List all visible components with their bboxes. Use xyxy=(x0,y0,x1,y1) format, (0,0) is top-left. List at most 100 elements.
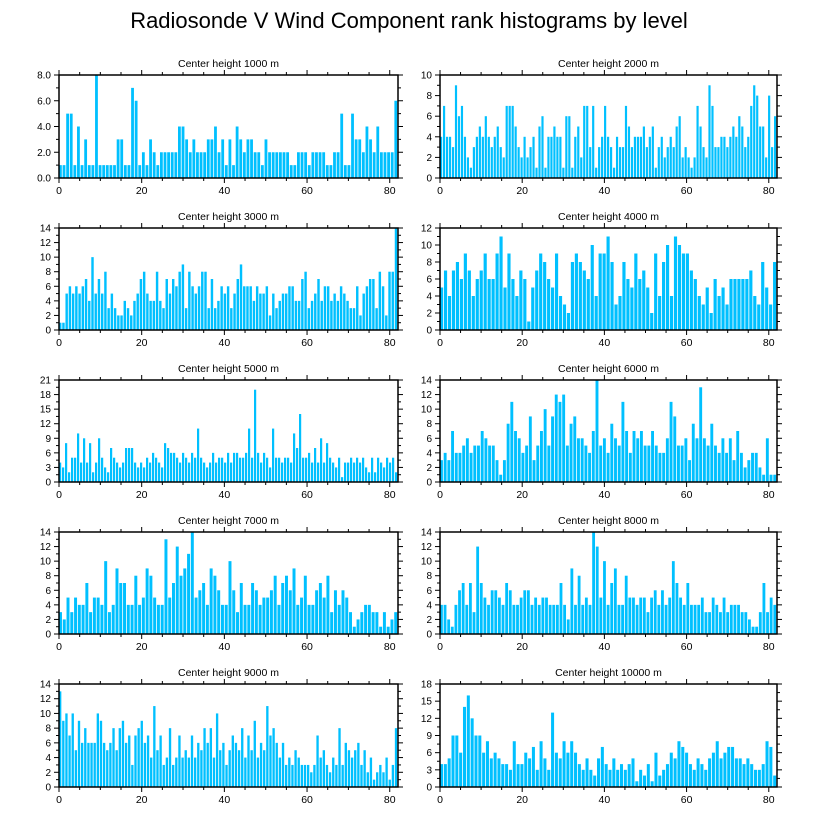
histogram-bar xyxy=(96,713,100,787)
histogram-bar xyxy=(650,597,653,634)
histogram-bar xyxy=(155,271,159,330)
histogram-bar xyxy=(140,462,143,482)
histogram-bar xyxy=(584,597,588,634)
histogram-bar xyxy=(447,619,451,634)
histogram-bar xyxy=(149,139,152,179)
histogram-bar xyxy=(232,590,236,634)
x-tick-label: 40 xyxy=(599,185,611,197)
histogram-bar xyxy=(266,457,269,482)
histogram-bar xyxy=(686,583,690,634)
x-tick-label: 80 xyxy=(384,641,396,653)
histogram-bar xyxy=(362,457,365,482)
histogram-bar xyxy=(233,452,236,482)
histogram-bar xyxy=(701,304,705,330)
histogram-bar xyxy=(669,136,672,178)
histogram-panel: Center height 2000 m 0 20 40 60 80 0 2 4 6 8 10 xyxy=(421,58,782,197)
histogram-bar xyxy=(209,568,213,634)
y-tick-label: 0 xyxy=(45,630,51,641)
histogram-bar xyxy=(382,612,386,634)
histogram-bar xyxy=(624,105,628,178)
histogram-bar xyxy=(107,612,111,634)
histogram-bar xyxy=(284,457,287,482)
histogram-bar xyxy=(242,152,246,178)
histogram-bar xyxy=(139,279,143,330)
histogram-bar xyxy=(598,253,602,330)
histogram-bar xyxy=(105,165,109,179)
histogram-bar xyxy=(602,438,606,482)
histogram-bar xyxy=(104,271,107,330)
histogram-bar xyxy=(647,445,651,482)
histogram-bar xyxy=(296,448,299,482)
histogram-bar xyxy=(771,147,774,178)
histogram-bar xyxy=(250,139,253,179)
histogram-bar xyxy=(350,457,353,482)
histogram-bar xyxy=(603,561,606,634)
histogram-bar xyxy=(554,253,559,330)
histogram-bar xyxy=(616,769,620,787)
histogram-bar xyxy=(102,742,106,787)
histogram-bar xyxy=(628,452,632,482)
histogram-bar xyxy=(190,735,194,787)
histogram-bar xyxy=(304,271,307,330)
histogram-bar xyxy=(338,728,341,787)
x-tick-label: 80 xyxy=(763,337,775,349)
histogram-bar xyxy=(95,462,98,482)
histogram-bar xyxy=(271,152,275,178)
x-tick-label: 0 xyxy=(56,641,62,653)
histogram-bar xyxy=(162,308,165,330)
x-tick-label: 40 xyxy=(219,641,231,653)
histogram-bar xyxy=(465,438,469,482)
histogram-bar xyxy=(630,147,634,178)
histogram-bar xyxy=(341,764,344,787)
histogram-bar xyxy=(499,147,502,178)
histogram-bar xyxy=(380,462,383,482)
histogram-bar xyxy=(383,152,387,178)
histogram-bar xyxy=(523,590,527,634)
histogram-bar xyxy=(308,452,311,482)
histogram-bar xyxy=(621,604,624,634)
histogram-bar xyxy=(230,462,233,482)
histogram-bar xyxy=(356,619,360,634)
histogram-bar xyxy=(726,147,729,178)
x-tick-label: 60 xyxy=(301,489,313,501)
histogram-bar xyxy=(230,308,233,330)
y-tick-label: 8 xyxy=(45,724,51,735)
histogram-bar xyxy=(315,590,319,634)
histogram-bar xyxy=(669,401,673,482)
histogram-bar xyxy=(590,245,594,330)
histogram-bar xyxy=(490,590,494,634)
histogram-bar xyxy=(332,462,335,482)
histogram-bar xyxy=(621,147,625,178)
histogram-bar xyxy=(126,308,130,330)
histogram-bar xyxy=(212,757,216,787)
panel-title: Center height 2000 m xyxy=(558,58,659,70)
histogram-bar xyxy=(677,245,682,330)
y-tick-label: 6.0 xyxy=(37,96,51,107)
histogram-bar xyxy=(762,583,766,634)
x-tick-label: 20 xyxy=(516,337,528,349)
histogram-bar xyxy=(578,262,582,330)
histogram-bar xyxy=(269,590,273,634)
histogram-bar xyxy=(226,286,230,330)
histogram-bar xyxy=(266,597,270,634)
histogram-bar xyxy=(624,575,628,634)
histogram-bar xyxy=(754,452,758,482)
histogram-bar xyxy=(152,452,155,482)
histogram-bar xyxy=(145,568,149,634)
histogram-bar xyxy=(74,597,78,634)
histogram-bar xyxy=(205,604,209,634)
histogram-bar xyxy=(721,287,725,330)
histogram-bar xyxy=(773,604,777,634)
histogram-bar xyxy=(525,445,529,482)
histogram-bar xyxy=(95,75,98,178)
y-tick-label: 10 xyxy=(40,709,52,720)
histogram-bar xyxy=(699,126,702,178)
histogram-bar xyxy=(541,116,544,178)
histogram-bar xyxy=(235,126,239,178)
histogram-bar xyxy=(127,165,131,179)
histogram-bar xyxy=(704,769,708,787)
histogram-bar xyxy=(628,597,632,634)
histogram-bar xyxy=(494,590,498,634)
histogram-bar xyxy=(315,152,318,178)
histogram-bar xyxy=(336,300,340,330)
